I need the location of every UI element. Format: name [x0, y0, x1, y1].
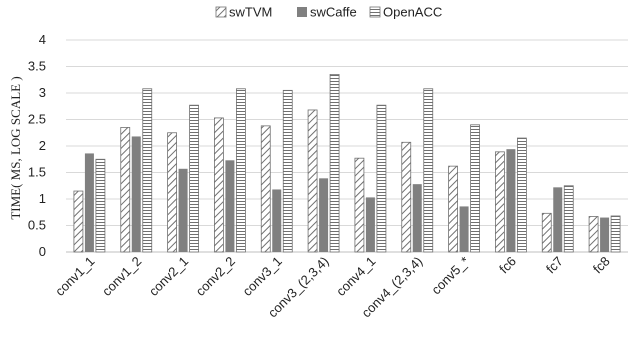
bar-openacc-9: [517, 137, 527, 253]
bar-swcaffe-8: [459, 206, 469, 252]
bar-openacc-10: [563, 185, 574, 253]
bar-swcaffe-5: [319, 178, 329, 252]
bar-openacc-2: [189, 104, 199, 253]
bar-openacc-7: [423, 88, 434, 253]
y-tick-label: 4: [39, 32, 46, 47]
bar-openacc-3: [236, 88, 246, 253]
x-axis-labels: conv1_1 conv1_2 conv2_1 conv2_2 conv3_1conv3…: [52, 254, 613, 321]
bar-swcaffe-0: [84, 153, 94, 252]
bar-openacc-11: [610, 215, 621, 253]
x-tick-label: fc6: [496, 254, 519, 277]
y-tick-label: 0.5: [28, 218, 46, 233]
legend-swatch-swtvm: [215, 6, 227, 18]
bar-openacc-8: [470, 124, 480, 253]
bar-openacc-0: [95, 158, 106, 253]
x-tick-label: conv1_1: [52, 254, 97, 299]
bar-swcaffe-10: [553, 187, 563, 252]
y-tick-label: 3.5: [28, 59, 46, 74]
bar-swtvm-1: [120, 127, 131, 253]
y-tick-label: 3: [39, 85, 46, 100]
bar-swcaffe-11: [600, 217, 610, 252]
bar-swcaffe-7: [412, 184, 422, 252]
x-tick-label: conv4_1: [333, 254, 378, 299]
bar-swtvm-9: [495, 151, 505, 253]
legend-swatch-openacc: [369, 6, 381, 18]
bar-swcaffe-3: [225, 160, 235, 252]
bar-swtvm-3: [214, 117, 224, 253]
bar-swtvm-2: [167, 132, 177, 253]
x-tick-label: conv2_2: [193, 254, 238, 299]
bars: [73, 74, 621, 253]
bar-swtvm-10: [541, 212, 552, 253]
x-tick-label: fc7: [543, 254, 566, 277]
x-tick-label: conv3_1: [240, 254, 285, 299]
legend-label-swcaffe: swCaffe: [310, 5, 357, 20]
x-tick-label: conv2_1: [146, 254, 191, 299]
bar-swtvm-0: [73, 190, 84, 253]
bar-swcaffe-4: [272, 189, 282, 252]
bar-swtvm-5: [307, 109, 318, 253]
x-tick-label: fc8: [590, 254, 613, 277]
y-tick-label: 2: [39, 138, 46, 153]
bar-swcaffe-1: [131, 136, 141, 252]
legend-swatch-swcaffe: [297, 7, 307, 17]
x-tick-label: conv5_*: [428, 254, 472, 298]
bar-swtvm-7: [401, 141, 412, 253]
y-tick-label: 0: [39, 244, 46, 259]
bar-swtvm-6: [354, 157, 365, 253]
bar-swcaffe-6: [365, 197, 375, 252]
y-axis-title: TIME( MS, LOG SCALE ): [8, 76, 23, 219]
y-axis-ticks: 0 0.5 1 1.5 2 2.5 3 3.5 4: [28, 32, 46, 259]
legend: swTVM swCaffe OpenACC: [215, 5, 442, 20]
bar-openacc-4: [282, 89, 293, 253]
y-tick-label: 1.5: [28, 165, 46, 180]
legend-label-openacc: OpenACC: [383, 5, 442, 20]
x-tick-label: conv1_2: [99, 254, 144, 299]
gridlines: [66, 39, 628, 253]
bar-swcaffe-2: [178, 168, 188, 252]
bar-swtvm-8: [448, 165, 458, 253]
y-tick-label: 2.5: [28, 112, 46, 127]
bar-openacc-5: [329, 74, 340, 253]
bar-swtvm-4: [260, 125, 271, 253]
y-tick-label: 1: [39, 191, 46, 206]
bar-swcaffe-9: [506, 149, 516, 252]
bar-swtvm-11: [588, 216, 599, 253]
legend-label-swtvm: swTVM: [229, 5, 272, 20]
bar-openacc-6: [376, 104, 387, 253]
bar-openacc-1: [142, 88, 153, 253]
